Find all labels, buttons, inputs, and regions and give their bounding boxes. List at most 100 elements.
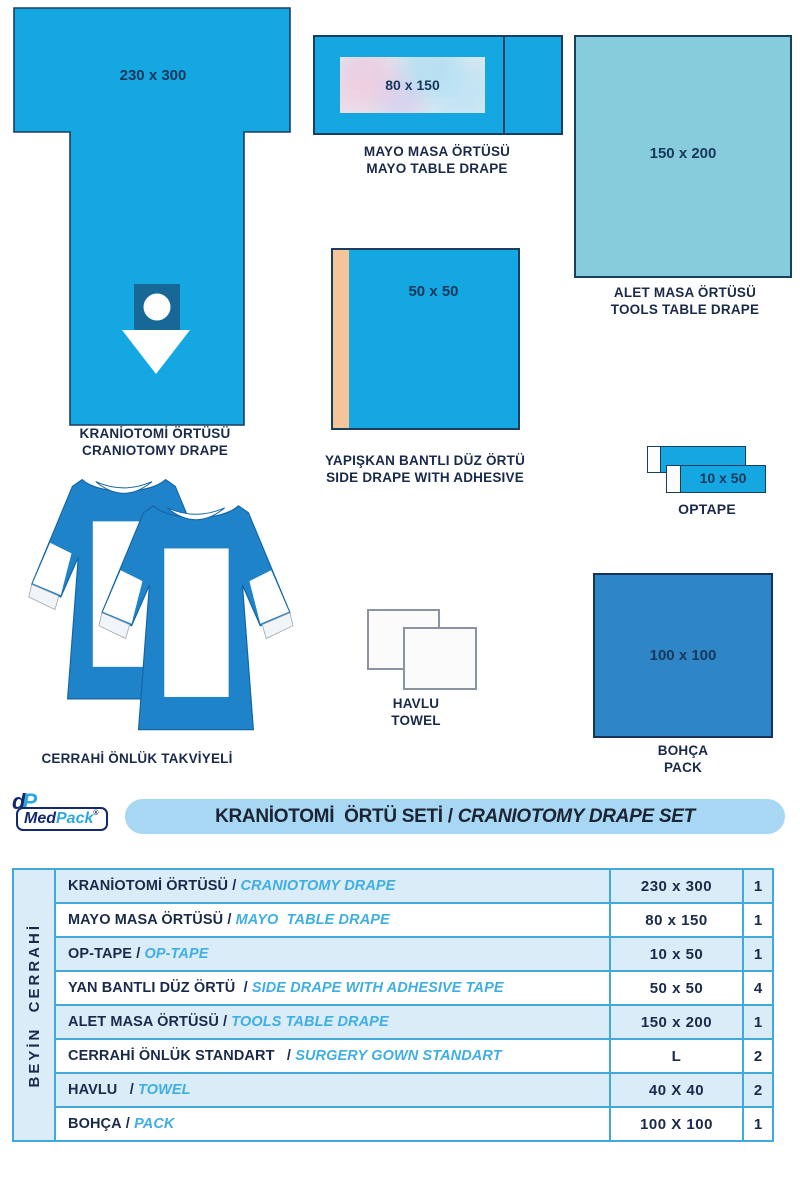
tools-caption-tr: ALET MASA ÖRTÜSÜ	[613, 285, 757, 300]
item-name-en: CRANIOTOMY DRAPE	[240, 878, 396, 894]
banner-title-tr: KRANİOTOMİ ÖRTÜ SETİ	[215, 805, 443, 827]
table-row: YAN BANTLI DÜZ ÖRTÜ / SIDE DRAPE WITH AD…	[56, 970, 772, 1004]
pack-figure: 100 x 100	[593, 573, 773, 738]
arrow-down-icon	[122, 330, 190, 374]
set-title-banner: KRANİOTOMİ ÖRTÜ SETİ / CRANIOTOMY DRAPE …	[125, 799, 785, 834]
optape-back-end	[648, 447, 661, 472]
medpack-logo: dP MedPack®	[8, 789, 120, 835]
item-name-tr: BOHÇA	[68, 1116, 122, 1132]
tools-caption: ALET MASA ÖRTÜSÜ TOOLS TABLE DRAPE	[565, 284, 800, 318]
table-row: OP-TAPE / OP-TAPE 10 x 50 1	[56, 936, 772, 970]
adhesive-stripe	[333, 250, 349, 428]
gown-caption-tr: CERRAHİ ÖNLÜK TAKVİYELİ	[41, 751, 233, 766]
item-name-cell: CERRAHİ ÖNLÜK STANDART / SURGERY GOWN ST…	[56, 1040, 609, 1072]
item-size-cell: 100 X 100	[609, 1108, 742, 1140]
item-size-cell: 230 x 300	[609, 870, 742, 902]
towel-caption-tr: HAVLU	[392, 696, 440, 711]
table-rows: KRANİOTOMİ ÖRTÜSÜ / CRANIOTOMY DRAPE 230…	[56, 870, 772, 1140]
optape-caption: OPTAPE	[657, 501, 757, 518]
mayo-drape-figure: 80 x 150	[313, 35, 563, 135]
name-separator: /	[125, 1082, 139, 1098]
optape-strip-front: 10 x 50	[666, 465, 766, 493]
item-qty-cell: 1	[742, 938, 772, 970]
tools-size-label: 150 x 200	[649, 145, 717, 162]
logo-med: Med	[24, 810, 56, 827]
optape-size-label: 10 x 50	[699, 470, 747, 486]
towel-caption-en: TOWEL	[391, 713, 441, 728]
towel-caption: HAVLU TOWEL	[356, 695, 476, 729]
side-size-label: 50 x 50	[408, 283, 459, 300]
item-name-cell: ALET MASA ÖRTÜSÜ / TOOLS TABLE DRAPE	[56, 1006, 609, 1038]
pack-caption-tr: BOHÇA	[657, 743, 709, 758]
item-size-cell: 150 x 200	[609, 1006, 742, 1038]
towel-front	[403, 627, 477, 690]
name-separator: /	[132, 946, 145, 962]
item-name-tr: HAVLU	[68, 1082, 126, 1098]
item-qty-cell: 1	[742, 904, 772, 936]
pack-caption-en: PACK	[663, 760, 703, 775]
item-name-en: TOOLS TABLE DRAPE	[231, 1014, 389, 1030]
table-row: CERRAHİ ÖNLÜK STANDART / SURGERY GOWN ST…	[56, 1038, 772, 1072]
banner-title-en: CRANIOTOMY DRAPE SET	[457, 805, 695, 827]
logo-registered-mark: ®	[93, 810, 99, 817]
item-name-cell: OP-TAPE / OP-TAPE	[56, 938, 609, 970]
item-name-cell: HAVLU / TOWEL	[56, 1074, 609, 1106]
table-category-cell: BEYİN CERRAHİ	[14, 870, 56, 1140]
item-name-cell: MAYO MASA ÖRTÜSÜ / MAYO TABLE DRAPE	[56, 904, 609, 936]
tools-drape-figure: 150 x 200	[574, 35, 792, 278]
category-label: BEYİN CERRAHİ	[25, 922, 43, 1088]
item-name-tr: MAYO MASA ÖRTÜSÜ	[68, 912, 224, 928]
tools-caption-en: TOOLS TABLE DRAPE	[610, 302, 760, 317]
item-size-cell: 80 x 150	[609, 904, 742, 936]
item-name-en: PACK	[134, 1116, 175, 1132]
item-name-tr: YAN BANTLI DÜZ ÖRTÜ	[68, 980, 240, 996]
item-size-cell: 50 x 50	[609, 972, 742, 1004]
item-name-tr: KRANİOTOMİ ÖRTÜSÜ	[68, 878, 229, 894]
table-row: MAYO MASA ÖRTÜSÜ / MAYO TABLE DRAPE 80 x…	[56, 902, 772, 936]
table-row: ALET MASA ÖRTÜSÜ / TOOLS TABLE DRAPE 150…	[56, 1004, 772, 1038]
name-separator: /	[218, 1014, 232, 1030]
table-row: KRANİOTOMİ ÖRTÜSÜ / CRANIOTOMY DRAPE 230…	[56, 870, 772, 902]
item-qty-cell: 2	[742, 1074, 772, 1106]
mayo-caption: MAYO MASA ÖRTÜSÜ MAYO TABLE DRAPE	[317, 143, 557, 177]
craniotomy-size-label: 230 x 300	[120, 67, 187, 84]
mayo-caption-tr: MAYO MASA ÖRTÜSÜ	[363, 144, 511, 159]
item-name-cell: BOHÇA / PACK	[56, 1108, 609, 1140]
item-size-cell: 40 X 40	[609, 1074, 742, 1106]
table-row: BOHÇA / PACK 100 X 100 1	[56, 1106, 772, 1140]
mayo-fold-line	[503, 37, 505, 133]
banner-separator: /	[442, 805, 458, 827]
mayo-size-label: 80 x 150	[385, 77, 440, 93]
item-qty-cell: 4	[742, 972, 772, 1004]
name-separator: /	[239, 980, 252, 996]
item-name-cell: KRANİOTOMİ ÖRTÜSÜ / CRANIOTOMY DRAPE	[56, 870, 609, 902]
item-name-en: SIDE DRAPE WITH ADHESIVE TAPE	[251, 980, 504, 996]
item-qty-cell: 1	[742, 1006, 772, 1038]
craniotomy-caption-tr: KRANİOTOMİ ÖRTÜSÜ	[79, 426, 231, 441]
medpack-wordmark: MedPack®	[16, 807, 108, 831]
item-name-tr: ALET MASA ÖRTÜSÜ	[68, 1014, 219, 1030]
side-caption-tr: YAPIŞKAN BANTLI DÜZ ÖRTÜ	[324, 453, 526, 468]
side-caption: YAPIŞKAN BANTLI DÜZ ÖRTÜ SIDE DRAPE WITH…	[305, 452, 545, 486]
item-name-en: MAYO TABLE DRAPE	[235, 912, 390, 928]
surgery-gowns-figure	[28, 479, 294, 731]
pack-caption: BOHÇA PACK	[593, 742, 773, 776]
item-name-cell: YAN BANTLI DÜZ ÖRTÜ / SIDE DRAPE WITH AD…	[56, 972, 609, 1004]
name-separator: /	[228, 878, 241, 894]
item-qty-cell: 1	[742, 1108, 772, 1140]
item-qty-cell: 1	[742, 870, 772, 902]
table-row: HAVLU / TOWEL 40 X 40 2	[56, 1072, 772, 1106]
item-name-tr: OP-TAPE	[68, 946, 133, 962]
gown-caption: CERRAHİ ÖNLÜK TAKVİYELİ	[17, 750, 257, 767]
item-name-en: OP-TAPE	[144, 946, 209, 962]
item-qty-cell: 2	[742, 1040, 772, 1072]
fenestration-hole	[143, 293, 171, 321]
side-drape-figure: 50 x 50	[331, 248, 520, 430]
craniotomy-caption-en: CRANIOTOMY DRAPE	[82, 443, 228, 458]
item-name-en: SURGERY GOWN STANDART	[295, 1048, 502, 1064]
craniotomy-drape-figure: 230 x 300	[13, 7, 291, 426]
side-caption-en: SIDE DRAPE WITH ADHESIVE	[326, 470, 524, 485]
name-separator: /	[223, 912, 236, 928]
name-separator: /	[282, 1048, 296, 1064]
